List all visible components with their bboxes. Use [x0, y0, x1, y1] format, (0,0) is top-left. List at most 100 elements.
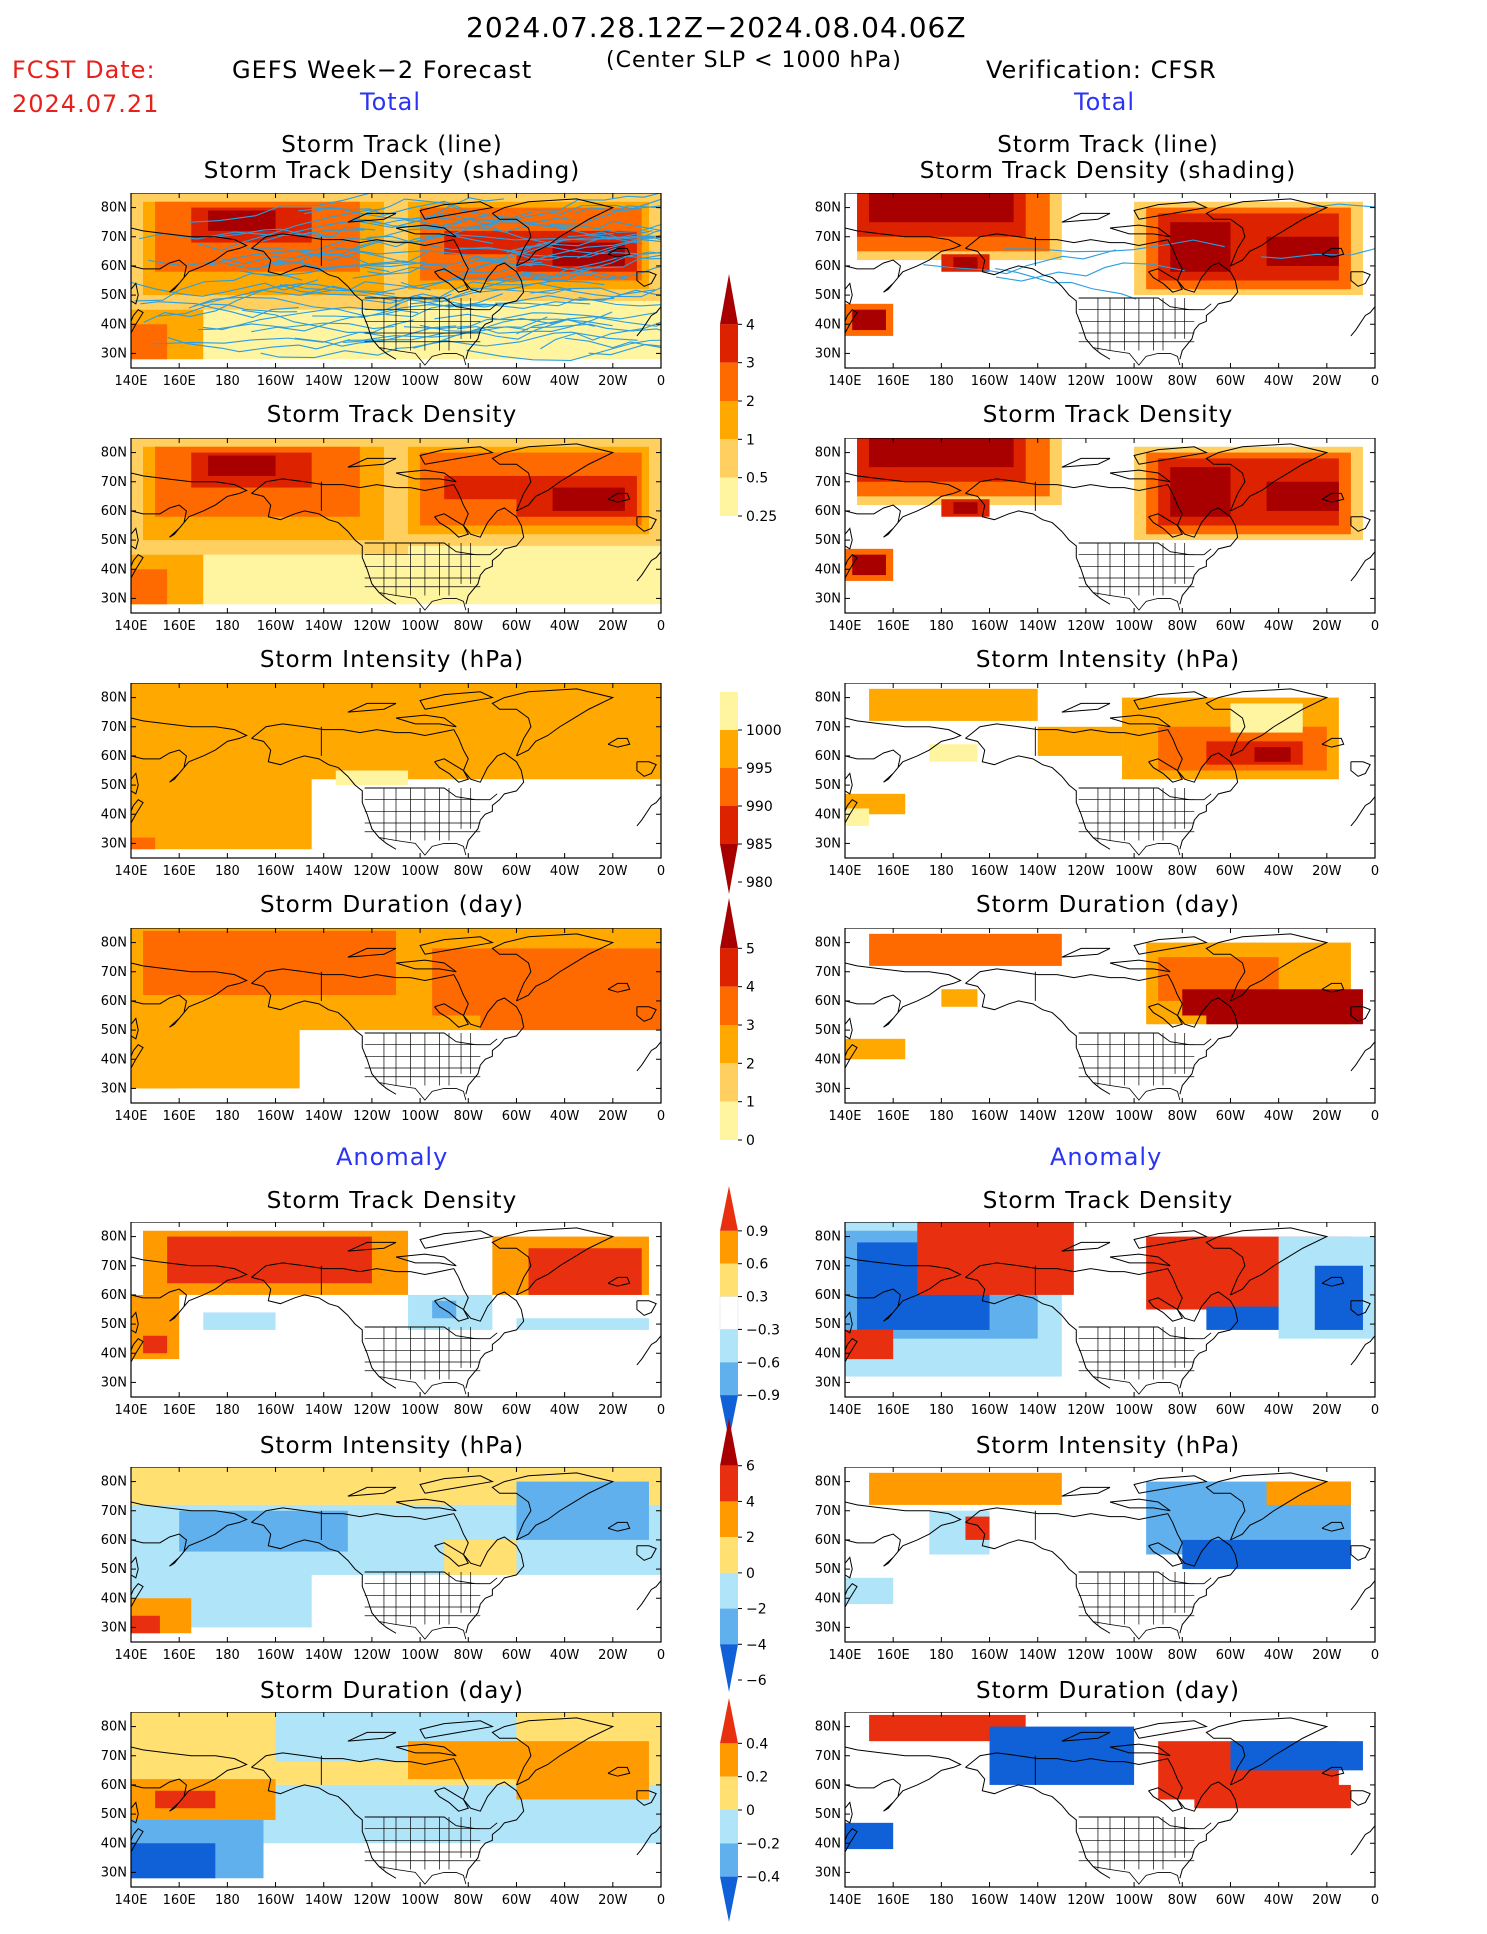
fcst-date-value: 2024.07.21 — [12, 90, 160, 118]
lon-tick-label: 160E — [163, 864, 196, 879]
storm-map: 80N 70N 60N 50N 40N 30N 140E 160E 180 160W 140W 120… — [815, 193, 1379, 389]
lon-tick-label: 20W — [598, 1893, 628, 1908]
field-cell — [444, 1539, 517, 1575]
lat-tick-label: 70N — [815, 1504, 841, 1519]
lon-tick-label: 40W — [1264, 1893, 1294, 1908]
panel-title: Storm Track Density — [982, 1188, 1234, 1214]
storm-track-line — [331, 246, 513, 259]
lat-tick-label: 60N — [101, 504, 127, 519]
lat-tick-label: 50N — [101, 1317, 127, 1332]
lon-tick-label: 160E — [877, 1893, 910, 1908]
lon-tick-label: 0 — [1371, 1648, 1379, 1663]
lon-tick-label: 140E — [828, 864, 861, 879]
lat-tick-label: 40N — [101, 1836, 127, 1851]
lon-tick-label: 180 — [929, 1403, 954, 1418]
panel-title: Storm Track Density — [266, 1188, 518, 1214]
lat-tick-label: 60N — [101, 259, 127, 274]
field-cell — [845, 1038, 906, 1060]
condition-subtitle: (Center SLP < 1000 hPa) — [606, 48, 902, 73]
storm-track-line — [995, 262, 1185, 282]
field-cell — [953, 502, 978, 514]
lon-tick-label: 140E — [828, 619, 861, 634]
lat-tick-label: 50N — [101, 288, 127, 303]
storm-track-line — [475, 222, 661, 233]
field-cell — [1206, 1000, 1363, 1025]
lon-tick-label: 160W — [257, 374, 295, 389]
storm-track-line — [143, 289, 331, 323]
colorbar-tick-label: 2 — [746, 1056, 755, 1072]
lon-tick-label: 40W — [1264, 374, 1294, 389]
storm-track-line — [467, 236, 661, 271]
lon-tick-label: 120W — [353, 1648, 391, 1663]
storm-track-line — [312, 303, 508, 318]
lat-tick-label: 50N — [101, 1562, 127, 1577]
storm-track-line — [361, 226, 557, 245]
storm-map: 80N 70N 60N 50N 40N 30N 140E 160E 180 160W 140W 120… — [101, 683, 665, 879]
lon-tick-label: 60W — [502, 619, 532, 634]
colorbar-tick-label: 4 — [746, 1494, 755, 1510]
lat-tick-label: 70N — [815, 965, 841, 980]
lat-tick-label: 50N — [815, 1023, 841, 1038]
field-cell — [131, 569, 168, 605]
storm-track-line — [413, 317, 570, 349]
colorbar-tick-label: 980 — [746, 875, 773, 891]
lon-tick-label: 160E — [877, 374, 910, 389]
colorbar-tick-label: 1000 — [746, 723, 782, 739]
lon-tick-label: 120W — [1067, 619, 1105, 634]
lat-tick-label: 40N — [101, 317, 127, 332]
lon-tick-label: 40W — [550, 1648, 580, 1663]
lon-tick-label: 120W — [353, 1893, 391, 1908]
field-cell — [143, 930, 396, 996]
lon-tick-label: 140E — [114, 1403, 147, 1418]
field-cell — [1266, 481, 1339, 511]
field-cell — [929, 744, 978, 762]
lat-tick-label: 50N — [815, 1317, 841, 1332]
lat-tick-label: 50N — [815, 1562, 841, 1577]
colorbar-tick-label: 985 — [746, 837, 773, 853]
lat-tick-label: 30N — [101, 836, 127, 851]
colorbar-tick-label: 1 — [746, 1095, 755, 1111]
lon-tick-label: 140E — [114, 374, 147, 389]
lon-tick-label: 100W — [401, 1648, 439, 1663]
storm-track-line — [198, 322, 395, 331]
lon-tick-label: 0 — [1371, 1893, 1379, 1908]
field-cell — [516, 1741, 649, 1800]
panel-title: Storm Intensity (hPa) — [259, 647, 525, 673]
storm-track-line — [419, 319, 595, 340]
lon-tick-label: 160W — [971, 1403, 1009, 1418]
colorbar-duration_total: 5 4 3 2 1 0 — [712, 890, 792, 1164]
lon-tick-label: 160W — [971, 1648, 1009, 1663]
lon-tick-label: 60W — [502, 374, 532, 389]
lon-tick-label: 100W — [1115, 1648, 1153, 1663]
lat-tick-label: 40N — [815, 317, 841, 332]
field-cell — [131, 324, 168, 360]
lon-tick-label: 20W — [598, 619, 628, 634]
storm-track-line — [240, 261, 427, 277]
field-cell — [1314, 1265, 1363, 1330]
colorbar-tick-label: −4 — [746, 1637, 767, 1653]
field-cell — [208, 210, 276, 231]
lat-tick-label: 40N — [815, 1591, 841, 1606]
storm-track-line — [531, 323, 661, 332]
storm-track-line — [321, 211, 532, 229]
lon-tick-label: 80W — [454, 864, 484, 879]
lon-tick-label: 60W — [1216, 864, 1246, 879]
lon-tick-label: 140E — [828, 1648, 861, 1663]
date-range-title: 2024.07.28.12Z−2024.08.04.06Z — [466, 11, 967, 44]
field-cell — [953, 257, 978, 269]
lat-tick-label: 50N — [101, 1023, 127, 1038]
colorbar-tick-label: 3 — [746, 1018, 755, 1034]
lat-tick-label: 70N — [101, 720, 127, 735]
lon-tick-label: 140W — [305, 1893, 343, 1908]
field-cell — [852, 309, 886, 331]
lon-tick-label: 100W — [401, 619, 439, 634]
lon-tick-label: 140W — [305, 1403, 343, 1418]
colorbar-tick-label: 0.25 — [746, 509, 777, 525]
colorbar-tick-label: 0.5 — [746, 471, 768, 487]
field-cell — [845, 1822, 894, 1850]
storm-track-line — [260, 340, 447, 359]
storm-track-line — [403, 318, 613, 330]
lat-tick-label: 40N — [101, 1052, 127, 1067]
lat-tick-label: 80N — [815, 1720, 841, 1735]
lon-tick-label: 60W — [502, 864, 532, 879]
